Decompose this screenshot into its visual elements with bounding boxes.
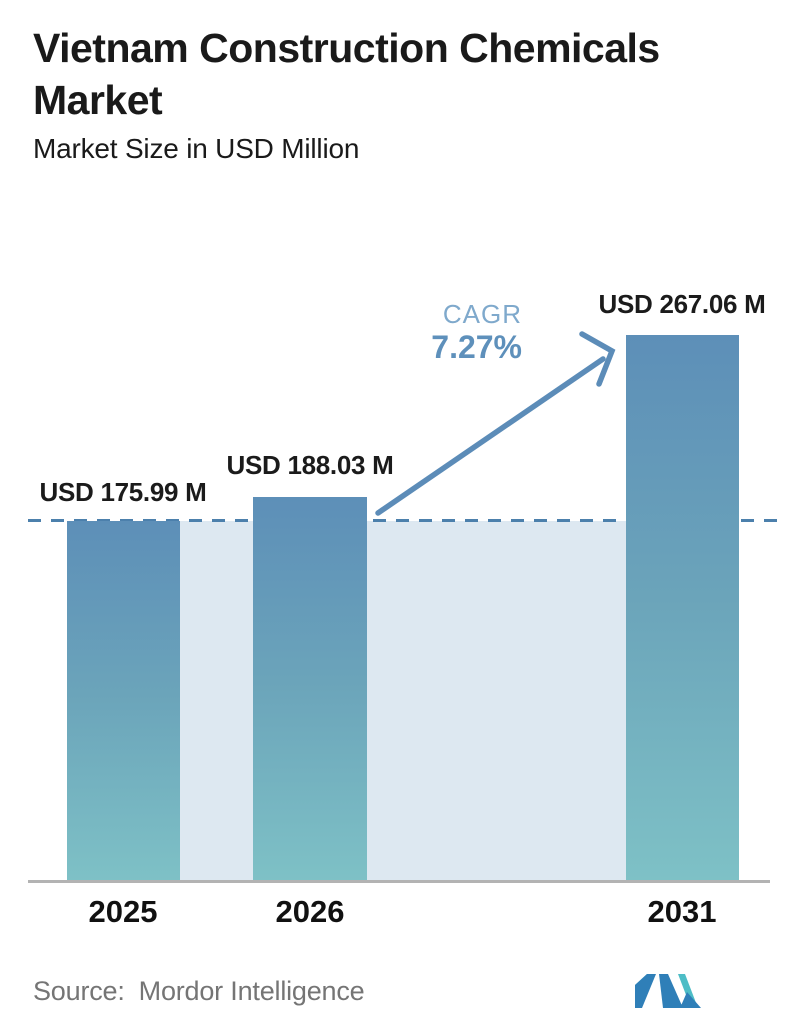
source-name: Mordor Intelligence bbox=[138, 976, 365, 1006]
dashed-reference-line bbox=[28, 519, 783, 522]
page-title-line1: Vietnam Construction Chemicals bbox=[33, 25, 660, 71]
bar-value-label-2025: USD 175.99 M bbox=[39, 477, 207, 507]
x-axis-label-2026: 2026 bbox=[275, 894, 345, 929]
x-axis-label-2031: 2031 bbox=[647, 894, 717, 929]
bar-2031 bbox=[626, 335, 739, 881]
x-axis-label-2025: 2025 bbox=[88, 894, 158, 929]
bar-2025 bbox=[67, 521, 180, 881]
cagr-annotation: CAGR 7.27% bbox=[330, 299, 522, 365]
bar-value-label-2031: USD 267.06 M bbox=[598, 289, 766, 319]
cagr-label: CAGR bbox=[442, 299, 522, 329]
bar-value-label-2026: USD 188.03 M bbox=[226, 450, 394, 480]
page-title-line2: Market bbox=[33, 77, 163, 123]
page-title: Vietnam Construction Chemicals Market bbox=[33, 22, 660, 126]
page-subtitle: Market Size in USD Million bbox=[33, 133, 360, 164]
cagr-value: 7.27% bbox=[431, 329, 522, 365]
source-attribution: Source: Mordor Intelligence bbox=[33, 976, 365, 1007]
x-axis-line bbox=[28, 880, 770, 883]
bar-2026 bbox=[253, 497, 367, 881]
source-label: Source: bbox=[33, 976, 125, 1006]
mordor-intelligence-logo-icon bbox=[635, 974, 701, 1008]
